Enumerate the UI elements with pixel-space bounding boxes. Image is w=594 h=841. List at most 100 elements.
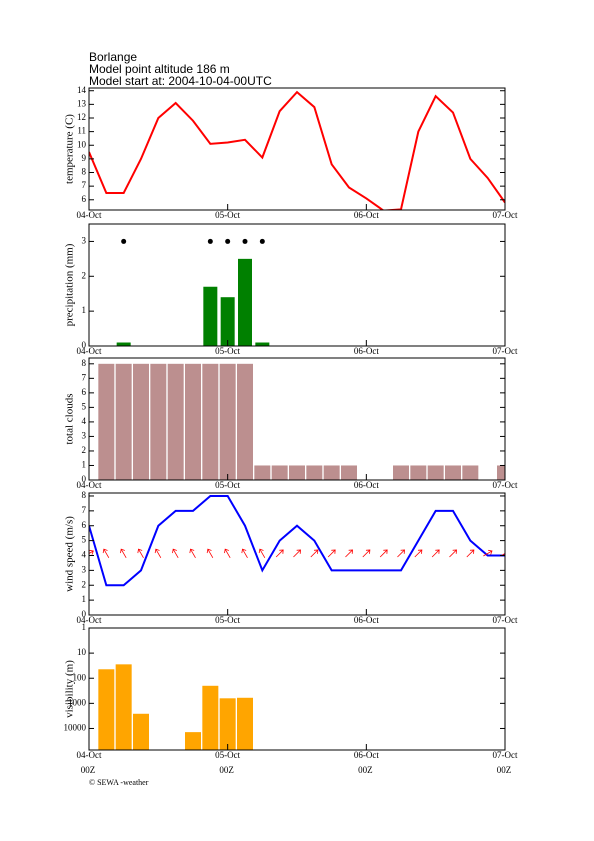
y-axis-label: wind speed (m/s) — [64, 516, 76, 592]
bar — [271, 465, 288, 480]
y-tick-label: 8 — [82, 167, 87, 177]
wind-arrow — [414, 549, 423, 558]
plot-frame — [88, 492, 506, 616]
wind-arrow — [362, 549, 371, 558]
y-tick-label: 14 — [77, 85, 87, 95]
y-axis-label: visibility (m) — [64, 660, 76, 718]
wind-arrow — [397, 549, 405, 558]
wind-arrow — [431, 549, 440, 558]
bar — [497, 465, 505, 480]
bar — [237, 363, 253, 480]
bar — [427, 465, 444, 480]
wind-arrow — [449, 549, 457, 558]
y-axis-label: temperature (C) — [64, 114, 76, 184]
bar — [462, 465, 479, 480]
bar — [254, 465, 271, 480]
x-tick-label: 06-Oct — [354, 346, 379, 356]
y-tick-label: 6 — [82, 387, 87, 397]
bar — [202, 685, 219, 750]
bar — [323, 465, 340, 480]
y-tick-label: 9 — [82, 153, 87, 163]
x-sublabel: 00Z — [219, 765, 234, 775]
y-tick-label: 1 — [82, 594, 87, 604]
bar — [238, 258, 252, 346]
y-tick-label: 4 — [82, 416, 87, 426]
x-tick-label: 06-Oct — [354, 615, 379, 625]
x-sublabel: 00Z — [358, 765, 373, 775]
plot-area — [116, 238, 270, 346]
y-tick-label: 2 — [82, 579, 87, 589]
bar — [115, 363, 132, 480]
bar — [98, 363, 115, 480]
plot-frame — [88, 223, 506, 347]
line — [89, 90, 505, 210]
x-tick-label: 06-Oct — [354, 750, 379, 760]
y-tick-label: 13 — [77, 98, 87, 108]
bar — [203, 286, 218, 346]
y-tick-label: 3 — [82, 430, 87, 440]
marker — [225, 238, 231, 244]
x-tick-label: 06-Oct — [354, 210, 379, 220]
wind-arrow — [172, 548, 179, 559]
y-tick-label: 10 — [77, 139, 87, 149]
y-tick-label: 7 — [82, 372, 87, 382]
y-tick-label: 1 — [82, 460, 87, 470]
bar — [167, 363, 184, 480]
y-tick-label: 11 — [77, 126, 86, 136]
bar — [289, 465, 305, 480]
footer: © SEWA -weather — [89, 778, 149, 787]
y-tick-label: 7 — [82, 505, 87, 515]
marker — [121, 238, 127, 244]
wind-arrow — [224, 548, 231, 559]
x-tick-label: 05-Oct — [215, 346, 240, 356]
y-tick-label: 100 — [73, 672, 87, 682]
x-tick-label: 04-Oct — [77, 346, 102, 356]
model-start: Model start at: 2004-10-04-00UTC — [89, 74, 272, 88]
plot-frame — [88, 627, 506, 751]
altitude: Model point altitude 186 m — [89, 62, 230, 76]
bar — [116, 342, 131, 346]
bar — [98, 669, 115, 750]
y-tick-label: 2 — [82, 270, 87, 280]
wind-arrow — [154, 548, 162, 559]
wind-arrow — [189, 548, 196, 559]
y-tick-label: 1000 — [68, 697, 87, 707]
plot-area — [98, 363, 505, 480]
x-tick-label: 04-Oct — [77, 480, 102, 490]
marker — [242, 238, 248, 244]
wind-arrow — [483, 549, 493, 557]
y-tick-label: 5 — [82, 401, 87, 411]
y-tick-label: 0 — [82, 474, 87, 484]
line — [89, 494, 505, 587]
bar — [445, 465, 461, 480]
bar — [306, 465, 323, 480]
x-tick-label: 07-Oct — [493, 615, 518, 625]
wind-arrow — [120, 548, 127, 559]
bar — [341, 465, 357, 480]
y-tick-label: 10 — [77, 647, 87, 657]
marker — [259, 238, 265, 244]
plot-area — [98, 664, 253, 750]
plot-frame — [88, 357, 506, 481]
y-tick-label: 3 — [82, 235, 87, 245]
wind-arrow — [102, 548, 110, 559]
bar — [393, 465, 409, 480]
x-tick-label: 04-Oct — [77, 750, 102, 760]
location: Borlange — [89, 50, 137, 64]
marker — [207, 238, 213, 244]
y-axis-label: precipitation (mm) — [64, 243, 76, 326]
x-sublabel: 00Z — [81, 765, 96, 775]
x-tick-label: 05-Oct — [215, 750, 240, 760]
bar — [219, 363, 236, 480]
wind-arrow — [206, 548, 214, 559]
y-tick-label: 5 — [82, 535, 87, 545]
x-sublabel: 00Z — [497, 765, 512, 775]
y-tick-label: 8 — [82, 358, 87, 368]
y-tick-label: 2 — [82, 445, 87, 455]
y-tick-label: 7 — [82, 180, 87, 190]
y-tick-label: 4 — [82, 550, 87, 560]
bar — [237, 697, 253, 750]
bar — [133, 713, 149, 750]
